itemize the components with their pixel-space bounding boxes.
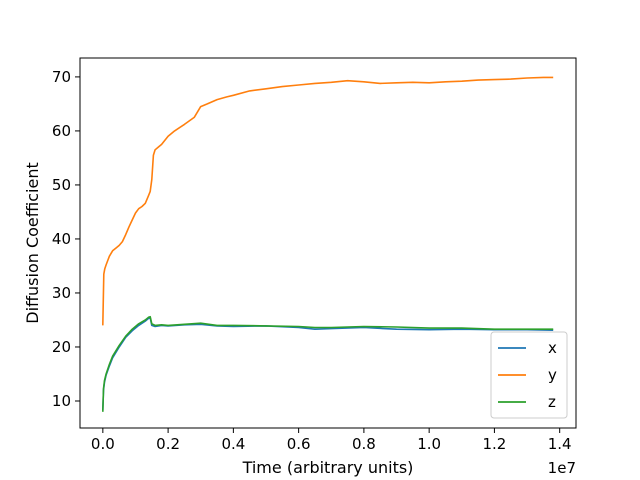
plot-frame — [79, 57, 577, 429]
x-tick-label: 0.6 — [287, 435, 311, 453]
y-tick-label: 10 — [52, 392, 71, 410]
x-tick-label: 0.0 — [91, 435, 115, 453]
y-tick-label: 20 — [52, 338, 71, 356]
y-tick-label: 60 — [52, 122, 71, 140]
y-tick-label: 70 — [52, 68, 71, 86]
x-offset-label: 1e7 — [548, 459, 576, 477]
legend-label-x: x — [548, 339, 557, 357]
series-layer — [102, 76, 554, 412]
x-tick-label: 1.4 — [548, 435, 572, 453]
x-tick-label: 0.4 — [221, 435, 245, 453]
x-tick-label: 0.2 — [156, 435, 180, 453]
series-line-y — [102, 76, 554, 326]
y-axis: 10 20 30 40 50 60 70 — [52, 68, 80, 410]
x-tick-label: 0.8 — [352, 435, 376, 453]
x-tick-label: 1.2 — [482, 435, 506, 453]
series-line-z — [102, 315, 554, 412]
y-tick-label: 30 — [52, 284, 71, 302]
legend: xyz — [490, 331, 568, 419]
x-axis: 0.0 0.2 0.4 0.6 0.8 1.0 1.2 1.4 — [91, 428, 572, 453]
legend-box — [490, 331, 568, 419]
y-tick-label: 40 — [52, 230, 71, 248]
legend-label-z: z — [548, 393, 556, 411]
y-axis-label: Diffusion Coefficient — [23, 162, 42, 324]
x-tick-label: 1.0 — [417, 435, 441, 453]
x-axis-label: Time (arbitrary units) — [242, 458, 414, 477]
legend-label-y: y — [548, 366, 557, 384]
y-tick-label: 50 — [52, 176, 71, 194]
